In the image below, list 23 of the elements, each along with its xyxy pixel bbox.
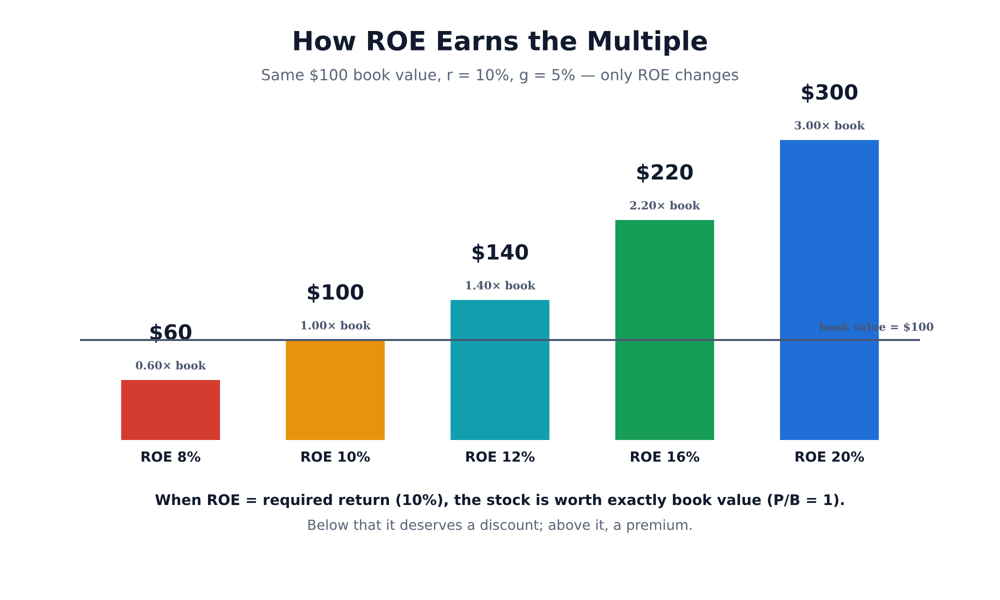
bar (615, 220, 714, 440)
bar (450, 300, 550, 440)
x-tick-label: ROE 12% (466, 451, 535, 462)
text: Below that it deserves a discount; above it, a premium. (308, 519, 692, 533)
data-label: $300 (802, 84, 858, 103)
x-tick-label: ROE 10% (302, 451, 370, 462)
annotation: 1.00× book (301, 320, 371, 330)
data-label: $220 (637, 164, 693, 183)
x-tick-label: ROE 16% (630, 451, 700, 462)
bar (286, 340, 385, 440)
x-tick-label: ROE 8% (142, 451, 200, 462)
bar (121, 380, 220, 440)
annotation: 2.20× book (630, 200, 700, 210)
chart-subtitle: Same $100 book value, r = 10%, g = 5% — only ROE changes (262, 68, 738, 84)
data-label: $140 (472, 244, 528, 263)
annotation: 1.40× book (466, 280, 536, 290)
chart-title: How ROE Earns the Multiple (294, 30, 707, 56)
annotation: 3.00× book (794, 120, 865, 130)
data-label: $100 (308, 284, 364, 303)
annotation: 0.60× book (136, 360, 206, 370)
x-tick-label: ROE 20% (796, 451, 864, 462)
data-label: $60 (150, 324, 192, 343)
text: When ROE = required return (10%), the stock is worth exactly book value (P/B = 1). (155, 494, 844, 508)
